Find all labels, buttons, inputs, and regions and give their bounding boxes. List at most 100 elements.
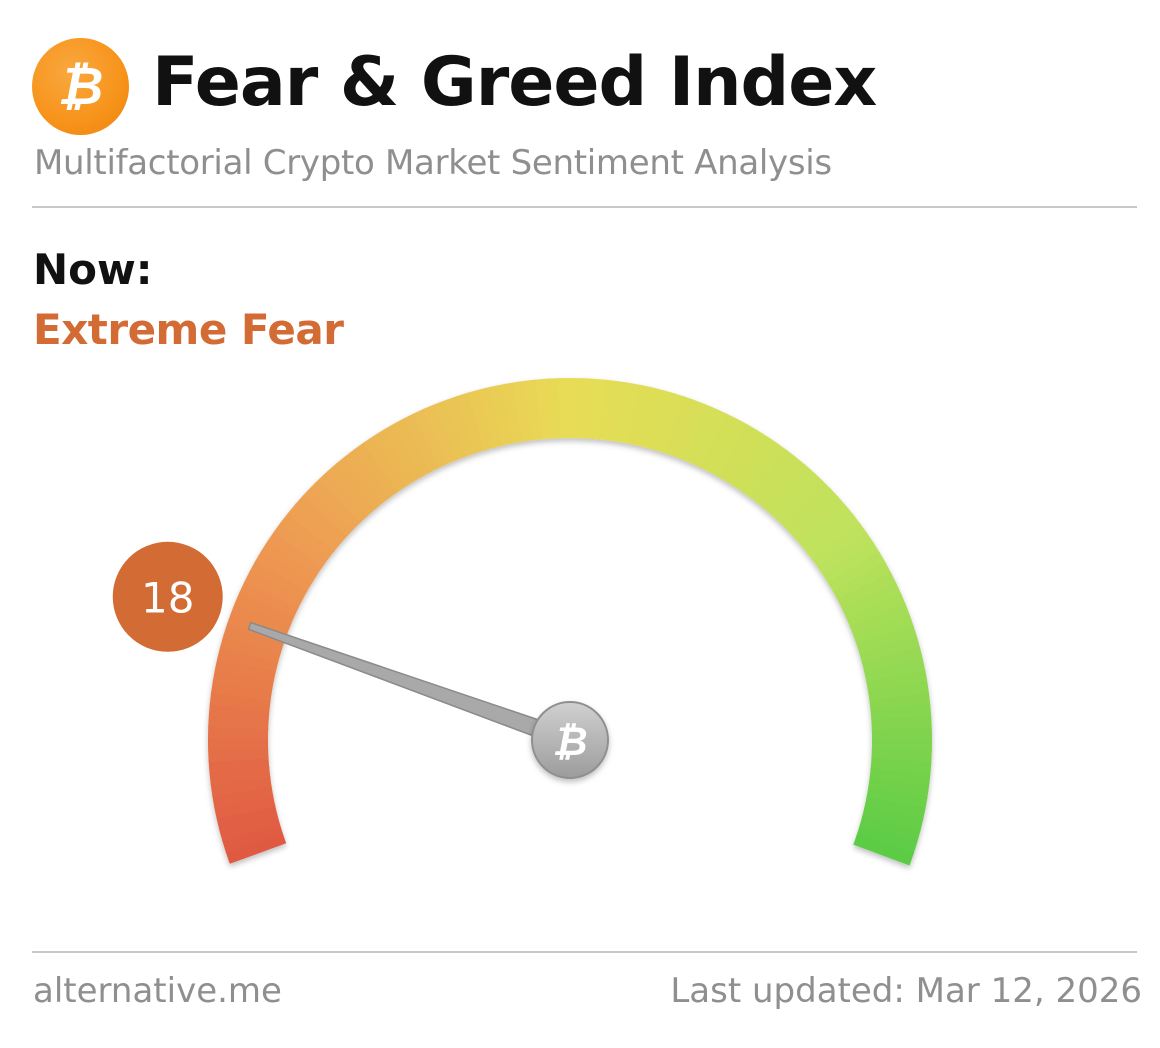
gauge-arc-segment (310, 478, 362, 530)
gauge-arc-segment (683, 404, 718, 465)
gauge-arc-segment (700, 413, 739, 473)
gauge-arc-segment (618, 382, 641, 444)
gauge-arc-segment (208, 747, 269, 763)
gauge-arc-segment (214, 795, 276, 820)
last-updated: Last updated: Mar 12, 2026 (670, 971, 1142, 1011)
gauge-arc-segment (222, 823, 284, 853)
gauge-arc-segment (856, 824, 918, 855)
gauge-arc-segment (230, 601, 291, 636)
sentiment-classification: Extreme Fear (33, 305, 344, 354)
gauge-arc-segment (211, 679, 273, 701)
gauge-arc-segment (866, 787, 928, 810)
gauge-arc-segment (318, 470, 369, 523)
footer-divider (32, 951, 1137, 953)
gauge-arc-segment (856, 625, 918, 655)
gauge-arc-segment (793, 496, 847, 545)
gauge-arc-segment (217, 645, 279, 673)
gauge-arc-segment (254, 550, 313, 592)
gauge-arc-segment (344, 448, 391, 504)
gauge-arc-segment (861, 647, 924, 674)
gauge-arc-segment (871, 738, 932, 753)
gauge-arc-segment (837, 571, 897, 610)
gauge-arc-segment (646, 389, 675, 451)
gauge-arc-segment (287, 503, 342, 552)
gauge-arc-segment (772, 471, 823, 524)
gauge-arc-segment (220, 634, 282, 663)
gauge-arc-segment (467, 389, 495, 451)
gauge-arc-segment (811, 522, 868, 568)
gauge-arc-segment (859, 636, 921, 665)
gauge-arc-segment (866, 669, 928, 693)
gauge-arc-segment (845, 592, 906, 628)
gauge-arc-segment (805, 513, 861, 561)
gauge-arc-segment (335, 455, 384, 510)
gauge-arc-segment (864, 796, 926, 822)
gauge-arc-segment (208, 737, 269, 751)
gauge-arc-segment (853, 834, 914, 866)
gauge-arc-segment (382, 423, 424, 482)
gauge-needle (247, 621, 574, 750)
gauge-arc-segment (871, 715, 932, 731)
gauge-arc-segment (212, 785, 274, 809)
gauge-arc-segment (674, 400, 708, 461)
gauge-arc-segment (302, 486, 355, 537)
gauge-arc-segment (208, 725, 269, 740)
gauge-arc-segment (717, 424, 759, 483)
gauge-arc-segment (627, 384, 653, 446)
gauge-arc-segment (598, 379, 618, 441)
gauge-arc-segment (244, 570, 304, 609)
gauge-arc-segment (372, 429, 415, 487)
gauge-arc-segment (589, 378, 607, 440)
gauge-arc-segment (864, 658, 926, 683)
now-label: Now: (33, 245, 153, 294)
gauge-arc-segment (637, 387, 664, 449)
gauge-arc-segment (423, 403, 459, 464)
gauge-arc-segment (445, 395, 477, 457)
gauge-arc-segment (456, 392, 486, 454)
gauge-arc-segment (827, 551, 886, 593)
gauge-arc-segment (869, 768, 931, 787)
gauge-arc-segment (208, 702, 270, 720)
gauge-arc (208, 378, 932, 866)
gauge-arc-segment (868, 681, 930, 703)
gauge-arc-segment (219, 814, 281, 842)
value-badge: 18 (112, 541, 223, 652)
gauge-arc-segment (546, 378, 562, 439)
gauge-arc-segment (742, 442, 788, 499)
gauge-arc-segment (280, 512, 336, 559)
gauge-arc-segment (799, 504, 854, 553)
gauge-arc-segment (214, 656, 277, 682)
gauge-arc-segment (478, 386, 505, 448)
gauge-arc-segment (294, 494, 348, 544)
gauge-arc-segment (664, 396, 697, 458)
gauge-arc-segment (273, 521, 330, 567)
source-link[interactable]: alternative.me (33, 971, 282, 1011)
gauge-arc-segment (210, 776, 272, 797)
gauge-arc-segment (862, 806, 924, 833)
gauge-arc-segment (734, 436, 779, 493)
gauge-arc-segment (209, 691, 271, 711)
gauge-arc-segment (500, 382, 524, 444)
gauge-arc-segment (853, 614, 914, 646)
gauge-arc-segment (512, 380, 533, 442)
logo-glyph: ₿ (57, 56, 104, 117)
gauge-arc-segment (655, 392, 686, 454)
gauge-arc-segment (750, 449, 797, 505)
index-value: 18 (141, 573, 194, 622)
gauge-arc-segment (765, 464, 815, 518)
bitcoin-logo-icon: ₿ (32, 38, 129, 135)
gauge-arc-segment (249, 560, 308, 600)
page-subtitle: Multifactorial Crypto Market Sentiment A… (34, 143, 832, 183)
gauge-arc-segment (709, 418, 749, 478)
gauge-arc-segment (570, 378, 584, 439)
gauge-arc-segment (841, 582, 902, 619)
gauge-arc-segment (608, 380, 630, 443)
gauge-arc-segment (326, 462, 376, 517)
gauge-arc-segment (234, 591, 295, 627)
gauge-arc-segment (223, 623, 285, 654)
gauge-arc-segment (817, 532, 874, 576)
bitcoin-hub-icon: ₿ (552, 719, 587, 765)
gauge-arc-segment (786, 487, 839, 538)
gauge-arc-segment (363, 435, 407, 493)
